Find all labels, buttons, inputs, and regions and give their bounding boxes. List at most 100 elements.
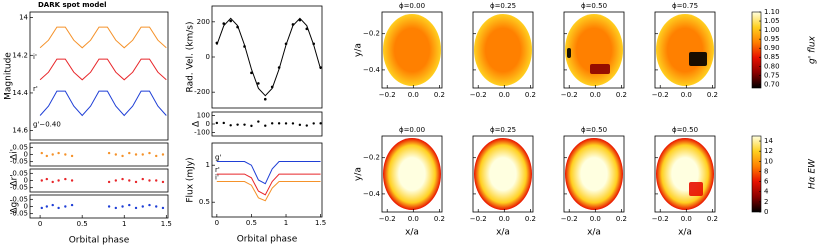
map-disc <box>474 14 532 86</box>
y-axis-label: y/a <box>354 167 364 181</box>
map-title: ϕ=0.00 <box>399 126 425 134</box>
map-title: ϕ=0.50 <box>581 2 607 10</box>
y-axis-label: Δi' <box>10 149 20 160</box>
x-tick-label: 0.0 <box>590 215 601 223</box>
series-line <box>39 90 167 117</box>
y-tick-label: 0 <box>24 203 28 211</box>
map-title: ϕ=0.00 <box>399 2 425 10</box>
data-point <box>155 179 158 182</box>
map-frame <box>472 11 534 89</box>
data-point <box>70 179 74 182</box>
x-tick-label: 0.2 <box>434 91 445 99</box>
x-tick-label: 0.2 <box>525 91 536 99</box>
data-point <box>70 154 74 158</box>
y-tick-label: 14 <box>19 14 28 22</box>
y-tick-label: 0 <box>206 120 210 128</box>
y-tick-label: -0.05 <box>10 158 28 166</box>
chart-title: DARK spot model <box>38 1 107 9</box>
x-tick-label: 0.2 <box>616 215 627 223</box>
x-axis-label: x/a <box>587 228 601 238</box>
map-frame <box>654 135 716 213</box>
data-point <box>270 122 274 125</box>
data-point <box>229 19 232 23</box>
colorbar <box>751 11 762 89</box>
map-disc <box>565 138 623 210</box>
x-tick-label: 0.2 <box>616 91 627 99</box>
x-tick-label: 0.0 <box>499 215 510 223</box>
colorbar-tick-label: 10 <box>764 157 773 165</box>
y-tick-label: −0.4 <box>363 190 381 198</box>
map-title: ϕ=0.75 <box>672 2 698 10</box>
data-point <box>291 23 295 26</box>
map-frame <box>381 11 443 89</box>
x-tick-label: 1.5 <box>161 220 172 228</box>
data-point <box>277 122 281 125</box>
colorbar-tick-label: 2 <box>764 198 768 206</box>
y-tick-label: 0 <box>24 151 28 159</box>
plot-frame <box>211 111 323 137</box>
series-line <box>216 173 321 196</box>
map-disc <box>474 138 532 210</box>
x-axis-label: x/a <box>678 228 692 238</box>
data-point <box>215 41 219 45</box>
data-point <box>243 45 246 48</box>
x-axis-label: Orbital phase <box>237 235 298 245</box>
map-spot <box>689 52 707 66</box>
series-line <box>216 161 321 185</box>
y-tick-label: 200 <box>197 18 210 26</box>
colorbar-tick-label: 0.95 <box>764 35 780 43</box>
x-tick-label: 0.0 <box>681 91 692 99</box>
x-tick-label: 0.5 <box>246 219 257 227</box>
data-point <box>114 206 118 210</box>
map-disc <box>656 138 714 210</box>
data-point <box>57 206 60 210</box>
map-frame <box>654 11 716 89</box>
x-tick-label: 1 <box>122 220 126 228</box>
data-point <box>161 153 165 156</box>
series-line <box>39 26 167 49</box>
data-point <box>284 42 288 46</box>
map-disc <box>656 14 714 86</box>
colorbar-tick-label: 4 <box>764 188 769 196</box>
data-point <box>222 121 225 125</box>
map-spot <box>590 64 610 74</box>
data-point <box>298 18 302 22</box>
data-point <box>148 203 151 207</box>
map-title: ϕ=0.25 <box>490 2 516 10</box>
data-point <box>305 124 308 127</box>
y-axis-label: Rad. Vel. (km/s) <box>186 22 196 93</box>
data-point <box>236 25 239 29</box>
data-point <box>114 153 118 156</box>
series-label: i' <box>33 53 37 61</box>
data-point <box>134 206 138 210</box>
data-point <box>298 123 302 127</box>
x-tick-label: −0.2 <box>561 215 578 223</box>
data-point <box>257 82 260 85</box>
x-tick-label: 0.0 <box>681 215 692 223</box>
data-point <box>250 71 253 75</box>
colorbar-tick-label: 0.70 <box>764 80 780 88</box>
x-tick-label: 0.0 <box>408 215 419 223</box>
data-point <box>277 66 281 69</box>
y-tick-label: -0.05 <box>10 210 28 218</box>
map-spot <box>689 182 703 196</box>
data-point <box>70 203 74 207</box>
x-axis-label: Orbital phase <box>69 236 130 246</box>
data-point <box>64 153 67 156</box>
data-point <box>229 124 232 127</box>
y-tick-label: -200 <box>194 88 210 96</box>
colorbar <box>751 135 762 213</box>
y-axis-label: Δr' <box>10 174 20 186</box>
data-point <box>250 124 253 128</box>
data-point <box>45 177 49 181</box>
colorbar-tick-label: 12 <box>764 147 773 155</box>
map-title: ϕ=0.50 <box>672 126 698 134</box>
colorbar-tick-label: 0.80 <box>764 62 780 70</box>
data-point <box>291 122 295 125</box>
data-point <box>148 151 151 155</box>
data-point <box>107 205 111 208</box>
data-point <box>319 122 322 125</box>
data-point <box>263 97 267 101</box>
data-point <box>305 27 309 31</box>
y-axis-label: Δg' <box>10 199 20 213</box>
